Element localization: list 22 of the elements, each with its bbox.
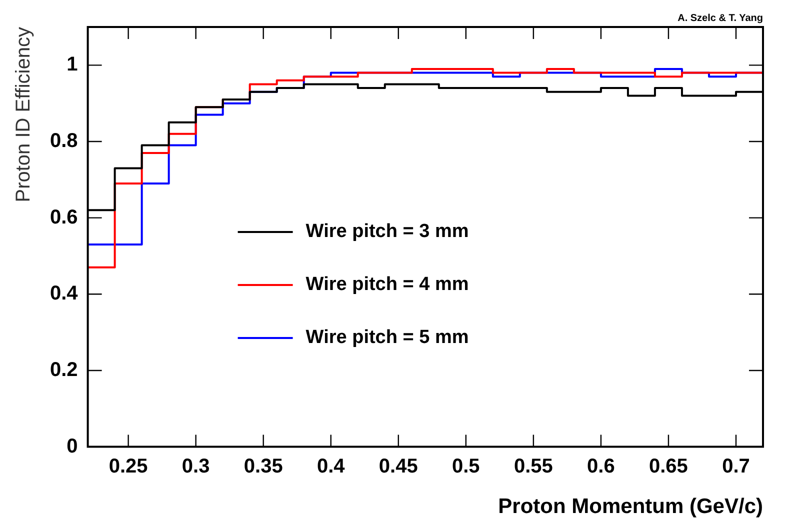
x-tick-label: 0.35 [244, 455, 283, 478]
x-tick-label: 0.45 [378, 455, 418, 478]
y-tick-label: 0 [66, 435, 78, 458]
legend-label: Wire pitch = 5 mm [306, 327, 469, 348]
x-tick-label: 0.6 [587, 455, 615, 478]
x-tick-label: 0.25 [108, 455, 148, 478]
x-tick-label: 0.55 [514, 455, 553, 478]
x-axis-title: Proton Momentum (GeV/c) [498, 495, 763, 518]
y-axis-title: Proton ID Efficiency [12, 27, 35, 202]
x-tick-label: 0.4 [316, 455, 346, 478]
legend-label: Wire pitch = 3 mm [306, 221, 469, 242]
y-tick-label: 0.4 [50, 282, 79, 305]
x-tick-label: 0.3 [182, 455, 210, 478]
y-tick-label: 0.8 [50, 130, 78, 152]
text: A. Szelc & T. Yang [678, 12, 763, 24]
y-tick-label: 1 [66, 54, 78, 76]
y-tick-label: 0.6 [50, 206, 78, 228]
y-tick-label: 0.2 [50, 358, 78, 381]
x-tick-label: 0.5 [452, 455, 480, 478]
x-tick-label: 0.7 [722, 455, 750, 478]
legend-label: Wire pitch = 4 mm [306, 274, 469, 296]
x-tick-label: 0.65 [649, 455, 688, 478]
